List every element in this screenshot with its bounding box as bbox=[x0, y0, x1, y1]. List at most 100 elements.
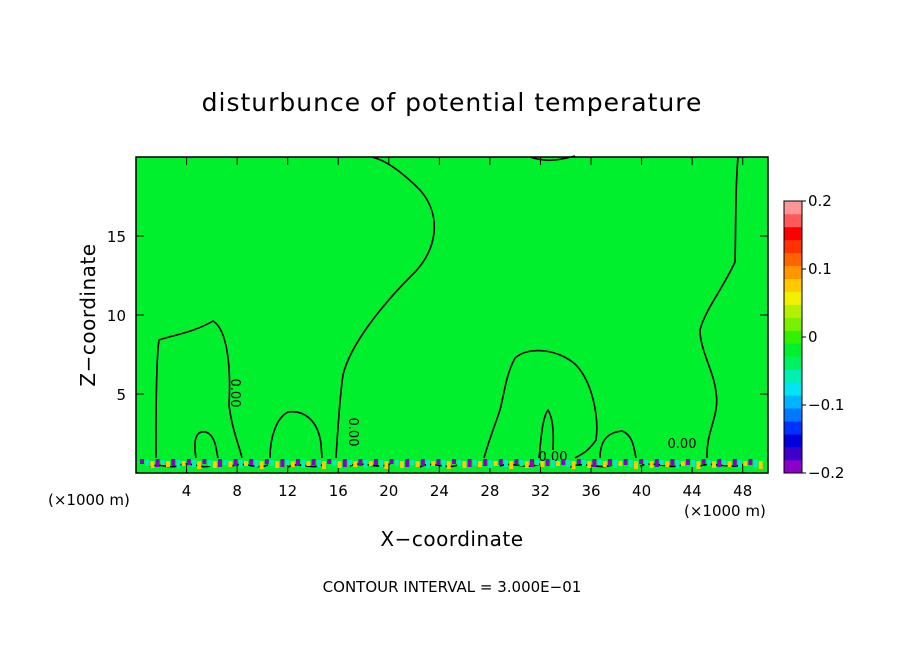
surface-disturbance-cell bbox=[748, 459, 753, 465]
x-tick-label: 28 bbox=[480, 482, 499, 500]
x-tick-label: 40 bbox=[632, 482, 651, 500]
colorbar-segment bbox=[784, 213, 802, 228]
surface-disturbance-cell bbox=[337, 461, 342, 468]
surface-disturbance-cell bbox=[238, 460, 243, 468]
colorbar-tick-label: −0.2 bbox=[808, 464, 844, 482]
surface-disturbance-cell bbox=[660, 460, 664, 465]
colorbar-segment bbox=[784, 317, 802, 331]
surface-disturbance-cell bbox=[181, 461, 186, 466]
surface-disturbance-cell bbox=[488, 460, 493, 468]
surface-disturbance-cell bbox=[727, 461, 732, 467]
surface-disturbance-cell bbox=[348, 460, 352, 465]
surface-disturbance-cell bbox=[368, 461, 373, 466]
surface-disturbance-cell bbox=[738, 460, 742, 468]
surface-disturbance-cell bbox=[597, 460, 602, 465]
surface-disturbance-cell bbox=[654, 459, 659, 467]
surface-disturbance-cell bbox=[275, 461, 280, 468]
x-tick-label: 20 bbox=[379, 482, 398, 500]
y-axis-ticks: 5 10 15 bbox=[107, 228, 768, 404]
surface-disturbance-cell bbox=[431, 461, 436, 466]
colorbar-segment bbox=[784, 239, 802, 254]
surface-disturbance-cell bbox=[634, 461, 638, 469]
surface-disturbance-cell bbox=[504, 460, 508, 467]
x-tick-label: 36 bbox=[581, 482, 600, 500]
surface-disturbance-cell bbox=[212, 461, 217, 468]
surface-disturbance-cell bbox=[644, 460, 649, 466]
x-tick-label: 4 bbox=[182, 482, 192, 500]
surface-disturbance-cell bbox=[717, 459, 722, 467]
surface-disturbance-cell bbox=[296, 459, 300, 466]
surface-disturbance-cell bbox=[379, 460, 384, 467]
surface-disturbance-cell bbox=[743, 461, 748, 466]
surface-disturbance-cell bbox=[462, 461, 467, 468]
surface-disturbance-cell bbox=[140, 459, 144, 464]
contour-line bbox=[699, 156, 739, 459]
surface-disturbance-cell bbox=[498, 459, 503, 465]
surface-disturbance-cell bbox=[467, 459, 472, 467]
x-tick-label: 8 bbox=[232, 482, 242, 500]
x-axis-label: X−coordinate bbox=[380, 527, 523, 551]
surface-disturbance-cell bbox=[556, 461, 560, 466]
surface-disturbance-cell bbox=[327, 459, 332, 464]
colorbar-tick-label: 0 bbox=[808, 328, 818, 346]
surface-disturbance-cell bbox=[415, 461, 420, 467]
surface-disturbance-cell bbox=[722, 460, 727, 465]
surface-disturbance-cell bbox=[420, 459, 425, 466]
colorbar-segment bbox=[784, 252, 802, 267]
surface-disturbance-cell bbox=[389, 459, 394, 464]
surface-disturbance-cell bbox=[207, 460, 212, 466]
contour-line bbox=[599, 430, 637, 459]
surface-disturbance-cell bbox=[426, 460, 430, 468]
colorbar-segment bbox=[784, 291, 802, 305]
colorbar-segment bbox=[784, 447, 802, 461]
surface-disturbance-cell bbox=[285, 460, 290, 465]
surface-disturbance-cell bbox=[410, 460, 415, 465]
y-tick-label: 5 bbox=[116, 386, 126, 404]
surface-disturbance-cell bbox=[592, 459, 597, 467]
surface-disturbance-cell bbox=[732, 459, 737, 466]
surface-disturbance-cell bbox=[680, 461, 685, 466]
contour-line bbox=[538, 408, 555, 459]
surface-disturbance-cell bbox=[472, 460, 477, 465]
surface-disturbance-cell bbox=[384, 461, 389, 469]
surface-disturbance-cell bbox=[290, 461, 295, 467]
surface-disturbance-cell bbox=[665, 461, 670, 467]
contour-label: 0.00 bbox=[345, 418, 360, 447]
surface-disturbance-cell bbox=[441, 460, 446, 467]
surface-disturbance-cell bbox=[186, 459, 191, 465]
surface-disturbance-cell bbox=[400, 461, 404, 468]
contour-line bbox=[269, 411, 323, 459]
contour-line bbox=[483, 349, 598, 459]
colorbar-segment bbox=[784, 460, 802, 474]
y-tick-label: 10 bbox=[107, 307, 126, 325]
colorbar-segment bbox=[784, 278, 802, 292]
surface-disturbance-cell bbox=[582, 460, 586, 466]
colorbar bbox=[783, 200, 803, 474]
surface-disturbance-cell bbox=[514, 459, 519, 464]
x-axis-ticks: 4 8 12 16 20 24 28 32 36 40 44 48 bbox=[182, 157, 752, 500]
surface-disturbance-cell bbox=[530, 459, 534, 467]
surface-disturbance-cell bbox=[446, 461, 451, 469]
surface-disturbance-cell bbox=[358, 459, 363, 466]
surface-disturbance-cell bbox=[701, 459, 706, 464]
colorbar-segment bbox=[784, 382, 802, 396]
surface-disturbance-cell bbox=[550, 460, 555, 468]
surface-disturbance-cell bbox=[706, 460, 711, 466]
colorbar-segment bbox=[784, 356, 802, 370]
surface-disturbance-cell bbox=[535, 460, 540, 465]
contour-label: 0.00 bbox=[227, 379, 242, 408]
surface-disturbance-cell bbox=[608, 459, 612, 466]
x-tick-label: 48 bbox=[733, 482, 752, 500]
surface-disturbance-cell bbox=[675, 460, 680, 468]
surface-disturbance-cell bbox=[561, 459, 566, 465]
surface-disturbance-cell bbox=[332, 460, 337, 466]
colorbar-segment bbox=[784, 395, 802, 409]
x-tick-label: 32 bbox=[531, 482, 550, 500]
surface-disturbance-cell bbox=[202, 459, 207, 464]
contour-line bbox=[194, 431, 219, 459]
surface-disturbance-cell bbox=[301, 460, 306, 468]
contour-interval-note: CONTOUR INTERVAL = 3.000E−01 bbox=[323, 578, 582, 596]
surface-disturbance-cell bbox=[691, 460, 696, 467]
y-axis-label: Z−coordinate bbox=[76, 243, 100, 386]
surface-disturbance-cell bbox=[545, 459, 550, 466]
